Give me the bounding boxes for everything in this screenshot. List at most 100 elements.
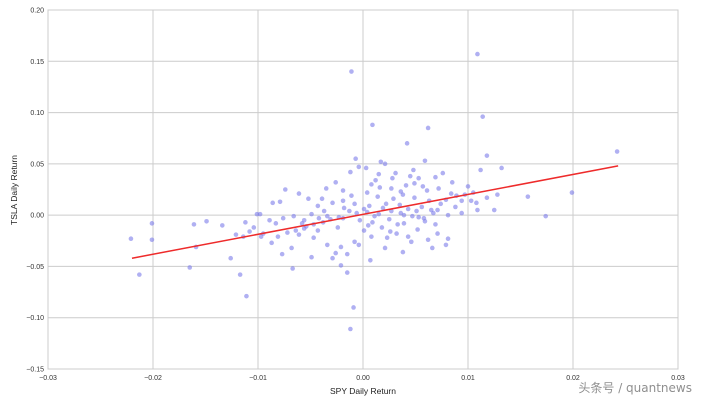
data-points bbox=[128, 51, 620, 332]
data-point bbox=[394, 231, 399, 236]
data-point bbox=[128, 236, 134, 242]
y-tick-label: 0.05 bbox=[30, 161, 44, 168]
data-point bbox=[401, 212, 407, 218]
data-point bbox=[338, 263, 344, 268]
data-point bbox=[137, 272, 142, 277]
data-point bbox=[352, 239, 357, 245]
data-point bbox=[412, 195, 417, 201]
data-point bbox=[330, 255, 335, 261]
data-point bbox=[377, 185, 383, 190]
data-point bbox=[279, 251, 285, 257]
data-point bbox=[351, 305, 356, 310]
data-point bbox=[391, 196, 396, 202]
data-point bbox=[356, 164, 362, 170]
data-point bbox=[433, 174, 438, 180]
data-point bbox=[435, 207, 440, 213]
data-point bbox=[290, 266, 295, 271]
data-point bbox=[364, 190, 370, 195]
data-point bbox=[191, 222, 197, 227]
data-point bbox=[384, 235, 390, 241]
data-point bbox=[325, 242, 330, 248]
data-point bbox=[220, 223, 225, 228]
y-axis-title: TSLA Daily Return bbox=[9, 155, 19, 225]
data-point bbox=[428, 207, 434, 213]
data-point bbox=[357, 217, 363, 223]
data-point bbox=[285, 230, 290, 235]
data-point bbox=[348, 169, 353, 175]
data-point bbox=[416, 175, 421, 181]
data-point bbox=[289, 245, 294, 251]
data-point bbox=[375, 194, 381, 199]
data-point bbox=[368, 257, 373, 263]
data-point bbox=[465, 184, 471, 189]
data-point bbox=[614, 149, 620, 154]
data-point bbox=[480, 114, 486, 119]
data-point bbox=[244, 293, 249, 299]
data-point bbox=[247, 229, 252, 234]
data-point bbox=[204, 218, 209, 224]
x-axis-title: SPY Daily Return bbox=[330, 386, 396, 396]
data-point bbox=[338, 244, 344, 250]
y-tick-label: 0.20 bbox=[30, 8, 44, 15]
data-point bbox=[352, 201, 357, 207]
data-point bbox=[149, 221, 155, 226]
data-point bbox=[459, 210, 465, 216]
data-point bbox=[443, 242, 449, 248]
data-point bbox=[433, 222, 438, 227]
data-point bbox=[275, 234, 281, 239]
data-point bbox=[283, 187, 288, 192]
regression-line bbox=[131, 165, 619, 259]
data-point bbox=[569, 190, 575, 195]
y-tick-label: −0.10 bbox=[26, 315, 44, 322]
data-point bbox=[296, 232, 302, 237]
data-point bbox=[382, 161, 388, 167]
data-point bbox=[525, 194, 531, 199]
data-point bbox=[349, 193, 354, 198]
data-point bbox=[330, 200, 335, 206]
data-point bbox=[293, 228, 299, 233]
data-point bbox=[425, 237, 431, 243]
data-point bbox=[361, 206, 367, 212]
data-point bbox=[409, 239, 414, 245]
data-point bbox=[291, 213, 297, 219]
watermark-text: 头条号 / quantnews bbox=[578, 381, 692, 395]
y-tick-label: 0.10 bbox=[30, 110, 44, 117]
data-point bbox=[475, 51, 480, 57]
data-point bbox=[311, 235, 316, 241]
data-point bbox=[367, 203, 372, 209]
data-point bbox=[382, 245, 388, 251]
data-point bbox=[389, 186, 394, 191]
data-point bbox=[499, 165, 504, 171]
data-point bbox=[436, 186, 441, 191]
y-tick-labels: −0.15 −0.10 −0.05 0.00 0.05 0.10 0.15 0.20 bbox=[26, 8, 44, 374]
data-point bbox=[333, 180, 339, 185]
data-point bbox=[420, 184, 426, 189]
data-point bbox=[407, 173, 413, 179]
y-tick-label: 0.00 bbox=[30, 213, 44, 220]
data-point bbox=[411, 167, 416, 173]
data-point bbox=[376, 171, 382, 177]
data-point bbox=[393, 170, 398, 176]
data-point bbox=[323, 186, 329, 191]
data-point bbox=[430, 245, 435, 251]
data-point bbox=[280, 215, 286, 221]
data-point bbox=[379, 225, 385, 230]
data-point bbox=[484, 195, 490, 201]
data-point bbox=[474, 200, 479, 206]
data-point bbox=[370, 122, 375, 128]
data-point bbox=[438, 201, 444, 207]
x-tick-label: 0.01 bbox=[461, 375, 475, 382]
x-tick-labels: −0.03 −0.02 −0.01 0.00 0.01 0.02 0.03 bbox=[39, 375, 685, 382]
data-point bbox=[495, 192, 500, 197]
data-point bbox=[333, 250, 339, 256]
data-point bbox=[440, 170, 446, 176]
data-point bbox=[356, 242, 362, 248]
data-point bbox=[388, 229, 393, 234]
data-point bbox=[401, 221, 407, 226]
data-point bbox=[475, 207, 480, 213]
data-point bbox=[149, 237, 155, 243]
y-tick-label: −0.05 bbox=[26, 264, 44, 271]
data-point bbox=[340, 198, 346, 204]
data-point bbox=[468, 198, 474, 204]
